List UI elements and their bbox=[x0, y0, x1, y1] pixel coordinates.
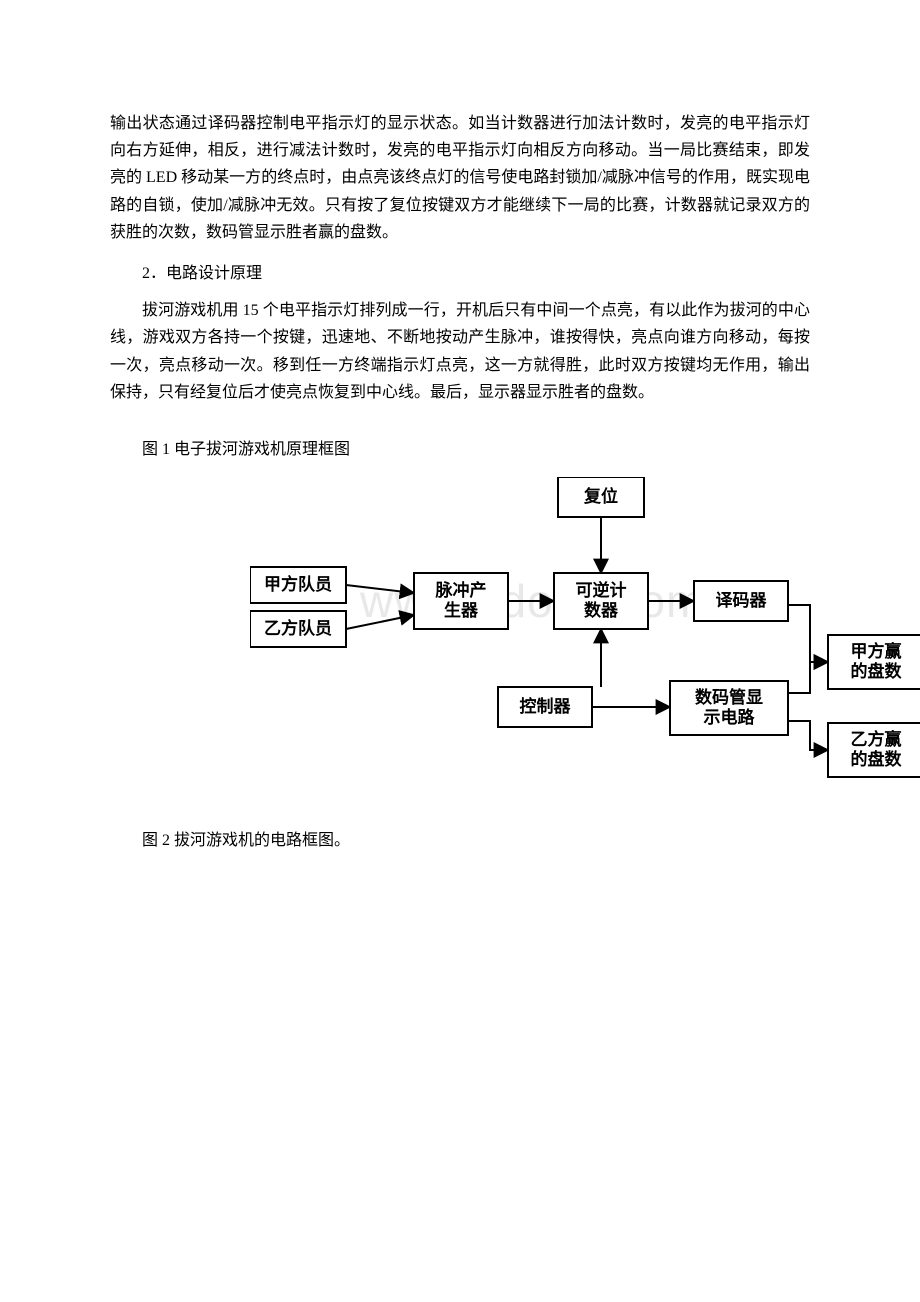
node-playerA: 甲方队员 bbox=[250, 567, 346, 603]
figure-1-caption: 图 1 电子拔河游戏机原理框图 bbox=[110, 436, 810, 463]
node-control: 控制器 bbox=[498, 687, 592, 727]
figure-1-diagram: www.bdocx.com 复位甲方队员乙方队员脉冲产生器可逆计数器译码器控制器… bbox=[250, 477, 920, 797]
svg-text:甲方队员: 甲方队员 bbox=[264, 574, 332, 594]
node-reset: 复位 bbox=[558, 477, 644, 517]
paragraph-2: 拔河游戏机用 15 个电平指示灯排列成一行，开机后只有中间一个点亮，有以此作为拔… bbox=[110, 297, 810, 406]
svg-text:乙方赢: 乙方赢 bbox=[851, 729, 902, 749]
svg-text:可逆计: 可逆计 bbox=[576, 580, 627, 600]
svg-text:生器: 生器 bbox=[444, 600, 479, 620]
svg-text:的盘数: 的盘数 bbox=[851, 661, 903, 681]
node-winsB: 乙方赢的盘数 bbox=[828, 723, 920, 777]
figure-2-caption: 图 2 拔河游戏机的电路框图。 bbox=[110, 827, 810, 854]
svg-text:控制器: 控制器 bbox=[520, 696, 572, 716]
edge-display-to-winsA bbox=[788, 662, 828, 693]
svg-text:甲方赢: 甲方赢 bbox=[851, 641, 902, 661]
svg-text:数器: 数器 bbox=[584, 600, 619, 620]
node-decoder: 译码器 bbox=[694, 581, 788, 621]
paragraph-1: 输出状态通过译码器控制电平指示灯的显示状态。如当计数器进行加法计数时，发亮的电平… bbox=[110, 110, 810, 246]
node-winsA: 甲方赢的盘数 bbox=[828, 635, 920, 689]
svg-text:的盘数: 的盘数 bbox=[851, 749, 903, 769]
node-display: 数码管显示电路 bbox=[670, 681, 788, 735]
node-counter: 可逆计数器 bbox=[554, 573, 648, 629]
edge-display-to-winsB bbox=[788, 721, 828, 750]
svg-text:复位: 复位 bbox=[583, 486, 618, 506]
node-playerB: 乙方队员 bbox=[250, 611, 346, 647]
svg-text:数码管显: 数码管显 bbox=[695, 687, 763, 707]
svg-text:乙方队员: 乙方队员 bbox=[264, 618, 332, 638]
edge-decoder-to-winsA bbox=[788, 605, 828, 662]
svg-text:译码器: 译码器 bbox=[716, 591, 768, 610]
section-heading-2: 2．电路设计原理 bbox=[110, 260, 810, 287]
node-pulse: 脉冲产生器 bbox=[414, 573, 508, 629]
svg-text:示电路: 示电路 bbox=[704, 707, 756, 727]
svg-text:脉冲产: 脉冲产 bbox=[435, 580, 487, 600]
